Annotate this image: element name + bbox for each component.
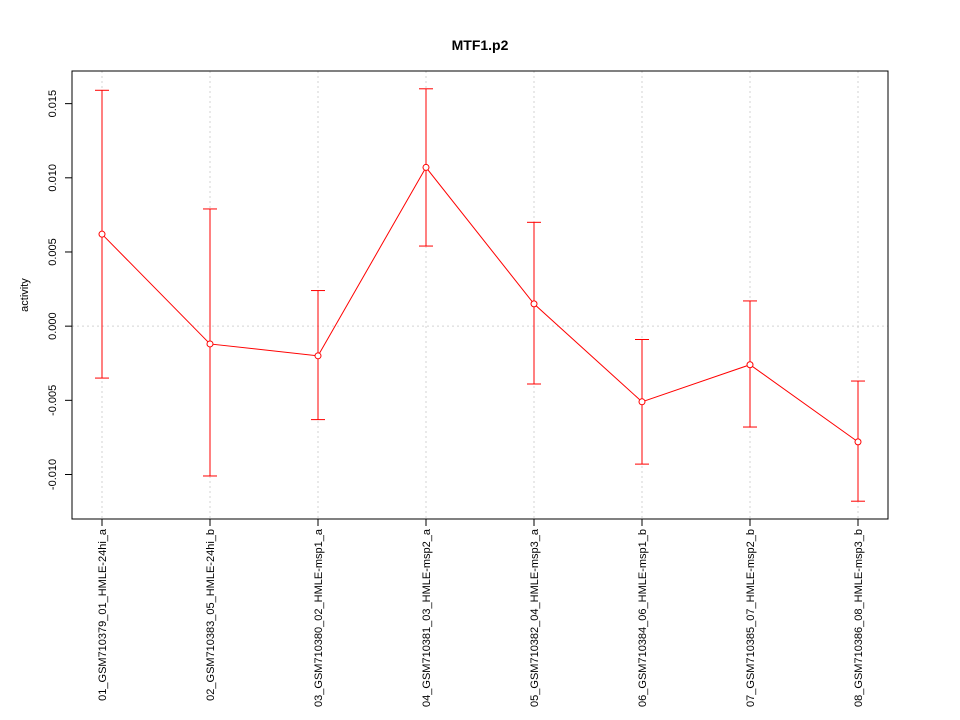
data-point <box>854 438 862 446</box>
x-tick-label: 01_GSM710379_01_HMLE-24hi_a <box>97 528 109 701</box>
series-line <box>101 166 859 443</box>
x-tick-label: 06_GSM710384_06_HMLE-msp1_b <box>637 529 649 707</box>
x-tick-label: 07_GSM710385_07_HMLE-msp2_b <box>745 529 757 707</box>
y-tick-label: 0.005 <box>47 238 59 266</box>
plot-frame <box>71 70 889 520</box>
series-layer <box>95 88 865 502</box>
data-point <box>530 300 538 308</box>
data-point <box>98 230 106 238</box>
y-tick-label: -0.010 <box>47 459 59 490</box>
data-point <box>746 361 754 369</box>
chart-title: MTF1.p2 <box>452 37 509 53</box>
y-axis-label: activity <box>19 278 31 312</box>
x-tick-label: 08_GSM710386_08_HMLE-msp3_b <box>853 529 865 707</box>
x-tick-label: 04_GSM710381_03_HMLE-msp2_a <box>421 528 433 707</box>
grid <box>72 71 888 519</box>
y-tick-label: 0.015 <box>47 90 59 118</box>
y-tick-label: 0.010 <box>47 164 59 192</box>
data-point <box>206 340 214 348</box>
y-tick-label: -0.005 <box>47 385 59 416</box>
data-point <box>422 163 430 171</box>
data-point <box>638 398 646 406</box>
x-tick-label: 05_GSM710382_04_HMLE-msp3_a <box>529 528 541 707</box>
y-tick-label: 0.000 <box>47 312 59 340</box>
data-point <box>314 352 322 360</box>
x-tick-label: 02_GSM710383_05_HMLE-24hi_b <box>205 529 217 701</box>
x-tick-label: 03_GSM710380_02_HMLE-msp1_a <box>313 528 325 707</box>
axes: -0.010 -0.005 0.000 0.005 0.010 0.015 01_GSM71… <box>47 90 865 707</box>
